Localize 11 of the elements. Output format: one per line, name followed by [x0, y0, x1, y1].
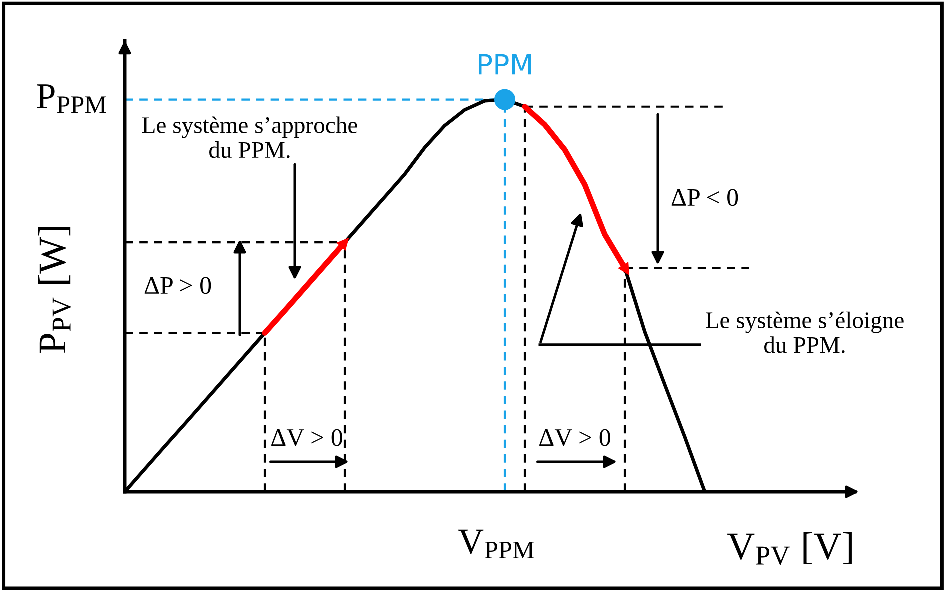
annotation: Le système s’approche du PPM. — [142, 116, 358, 158]
text: V$_{PPM}$ — [458, 530, 534, 558]
y-axis-title: P$_{PV}$ [W] — [38, 227, 72, 354]
annotation: Le système s’éloigne du PPM. — [706, 312, 904, 354]
annotation: ΔV > 0 — [540, 429, 610, 446]
x-axis-title: V$_{PV}$ [V] — [727, 532, 852, 566]
series-label: PPM — [478, 54, 532, 75]
annotation: ΔP > 0 — [144, 277, 212, 294]
text: P$_{PPM}$ — [37, 84, 106, 114]
annotation: ΔP < 0 — [672, 189, 738, 206]
annotation: ΔV > 0 — [272, 429, 342, 446]
